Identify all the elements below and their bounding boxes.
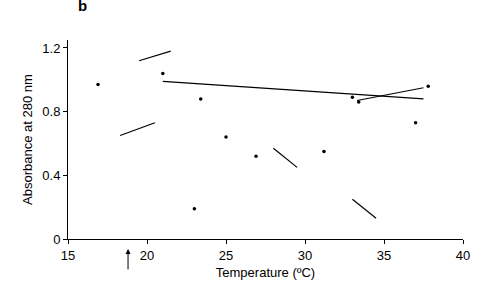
- svg-text:1.2: 1.2: [42, 41, 60, 56]
- svg-text:0: 0: [53, 232, 60, 247]
- svg-text:0.8: 0.8: [42, 104, 60, 119]
- svg-text:Temperature (ºC): Temperature (ºC): [216, 265, 315, 280]
- svg-text:0.4: 0.4: [42, 168, 60, 183]
- svg-text:40: 40: [456, 248, 470, 263]
- svg-text:Absorbance at 280 nm: Absorbance at 280 nm: [20, 74, 35, 205]
- svg-text:b: b: [78, 0, 87, 14]
- svg-text:30: 30: [298, 248, 312, 263]
- svg-text:20: 20: [140, 248, 154, 263]
- svg-text:25: 25: [219, 248, 233, 263]
- svg-text:15: 15: [61, 248, 75, 263]
- svg-text:35: 35: [377, 248, 391, 263]
